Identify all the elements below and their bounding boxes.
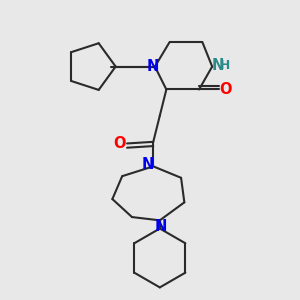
Text: N: N <box>141 157 154 172</box>
Text: O: O <box>220 82 232 97</box>
Text: N: N <box>147 59 160 74</box>
Text: N: N <box>212 58 224 73</box>
Text: N: N <box>154 219 167 234</box>
Text: H: H <box>220 59 230 72</box>
Text: O: O <box>114 136 126 151</box>
